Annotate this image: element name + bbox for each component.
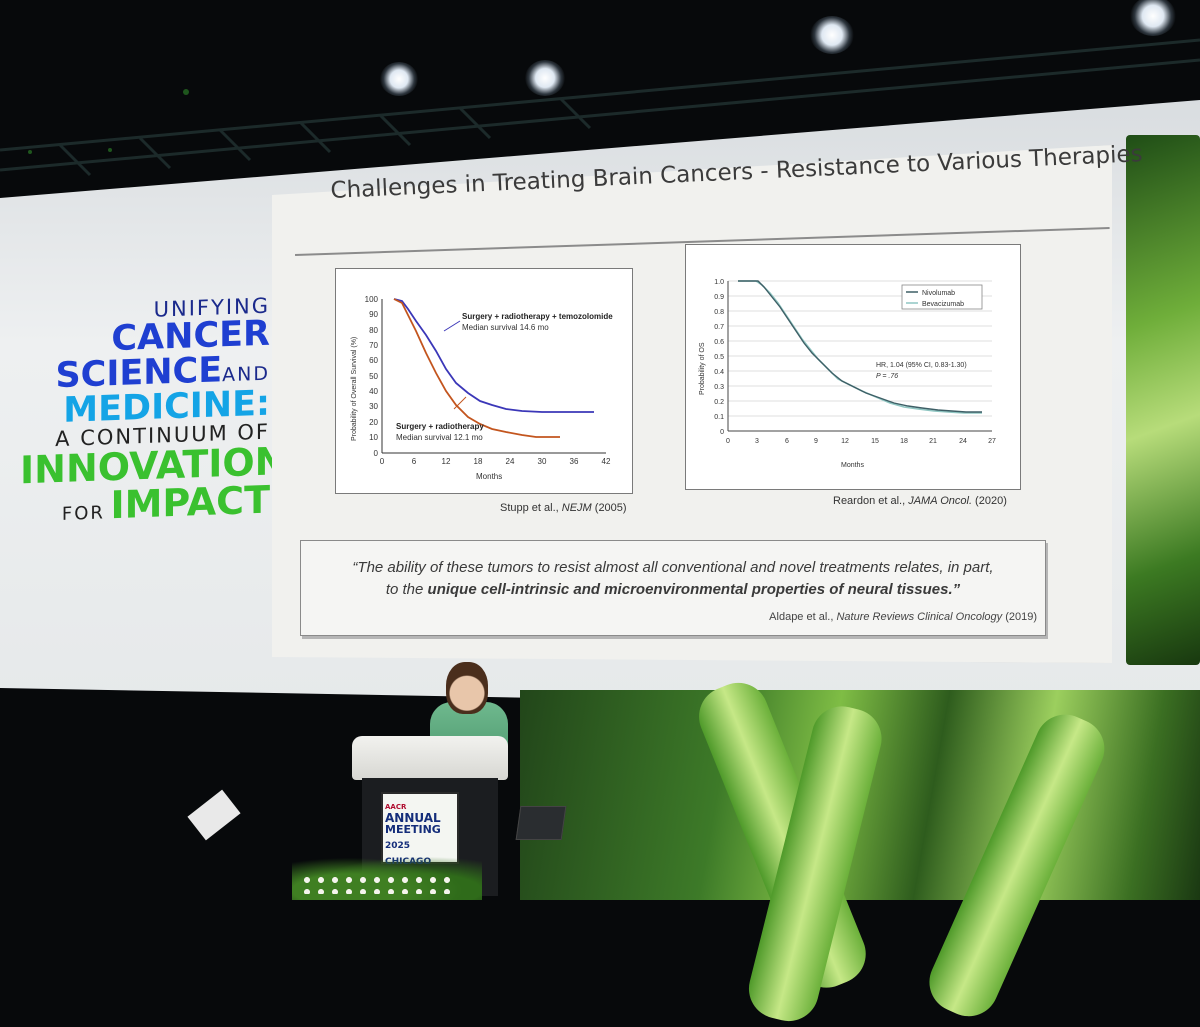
y-tick: 0.2 — [714, 399, 724, 406]
sign-line: ANNUAL — [385, 811, 441, 825]
y-tick: 1.0 — [714, 279, 724, 286]
podium: AACR ANNUAL MEETING 2025 CHICAGO — [352, 736, 508, 896]
y-tick: 70 — [369, 341, 378, 350]
x-tick: 6 — [785, 438, 789, 445]
curve-temozolomide — [393, 298, 594, 413]
x-tick: 6 — [412, 457, 417, 466]
x-tick: 18 — [900, 438, 908, 445]
legend-box — [901, 284, 983, 310]
x-tick: 12 — [442, 457, 451, 466]
hazard-ratio: HR, 1.04 (95% CI, 0.83-1.30) — [876, 362, 967, 369]
y-tick: 0.1 — [714, 414, 724, 421]
y-tick: 0.7 — [714, 324, 724, 331]
stage-light — [380, 62, 418, 96]
stage-light — [1130, 0, 1176, 36]
y-tick: 80 — [369, 326, 378, 335]
quote-line-2: to the unique cell-intrinsic and microen… — [301, 581, 1045, 598]
cite-journal: Nature Reviews Clinical Oncology — [836, 611, 1003, 623]
y-tick: 0.9 — [714, 294, 724, 301]
brand-line: AND — [222, 362, 270, 387]
cite-text: (2019) — [1002, 611, 1037, 623]
annotation-title: Surgery + radiotherapy — [396, 422, 484, 431]
x-tick: 36 — [570, 457, 579, 466]
reardon-chart-svg: 1.0 0.9 0.8 0.7 0.6 0.5 0.4 0.3 0.2 0.1 … — [699, 279, 996, 469]
x-tick: 0 — [726, 438, 730, 445]
x-tick: 21 — [929, 438, 937, 445]
x-axis-label: Months — [841, 462, 864, 469]
curve-radiotherapy — [393, 298, 560, 438]
x-tick: 24 — [506, 457, 515, 466]
legend-label: Nivolumab — [922, 290, 955, 297]
brand-line: IMPACT — [110, 477, 270, 528]
y-tick: 40 — [369, 387, 378, 396]
y-tick: 0.5 — [714, 354, 724, 361]
y-tick: 20 — [369, 418, 378, 427]
cite-journal: NEJM — [561, 502, 592, 514]
y-tick: 0 — [374, 449, 379, 458]
stage-light — [525, 60, 565, 96]
ceiling-truss — [0, 38, 1200, 177]
citation-stupp: Stupp et al., NEJM (2005) — [500, 502, 627, 514]
x-tick: 42 — [602, 457, 611, 466]
y-tick: 90 — [369, 310, 378, 319]
annotation-pointer — [453, 396, 467, 410]
annotation-sub: Median survival 14.6 mo — [462, 323, 549, 332]
y-tick: 60 — [369, 356, 378, 365]
y-axis-label: Probability of OS — [699, 342, 706, 395]
legend-label: Bevacizumab — [922, 301, 964, 308]
flowers — [300, 874, 450, 894]
quote-citation: Aldape et al., Nature Reviews Clinical O… — [769, 611, 1037, 623]
annotation-sub: Median survival 12.1 mo — [396, 433, 483, 442]
y-tick: 0.6 — [714, 339, 724, 346]
curve-nivolumab — [738, 280, 982, 413]
y-tick: 10 — [369, 433, 378, 442]
x-axis-label: Months — [476, 472, 502, 481]
quote-box: “The ability of these tumors to resist a… — [300, 540, 1046, 636]
sign-org: AACR — [385, 803, 407, 811]
x-tick: 9 — [814, 438, 818, 445]
x-tick: 30 — [538, 457, 547, 466]
cite-journal: JAMA Oncol. — [908, 495, 972, 507]
annotation-pointer — [443, 320, 461, 332]
quote-text: to the — [385, 581, 428, 598]
p-value: P = .76 — [876, 373, 898, 380]
quote-emphasis: unique cell-intrinsic and microenvironme… — [427, 581, 961, 598]
y-tick: 30 — [369, 402, 378, 411]
y-axis-label: Probability of Overall Survival (%) — [351, 337, 358, 441]
stupp-chart-svg: 100 90 80 70 60 50 40 30 20 10 0 0 6 12 … — [351, 295, 613, 481]
speaker-head — [446, 662, 488, 714]
survival-chart-reardon: 1.0 0.9 0.8 0.7 0.6 0.5 0.4 0.3 0.2 0.1 … — [685, 244, 1021, 490]
survival-chart-stupp: 100 90 80 70 60 50 40 30 20 10 0 0 6 12 … — [335, 268, 633, 494]
conference-branding: UNIFYING CANCER SCIENCEAND MEDICINE: A C… — [20, 294, 286, 528]
x-tick: 0 — [380, 457, 385, 466]
y-tick: 0 — [720, 429, 724, 436]
y-tick: 100 — [365, 295, 379, 304]
cite-text: (2020) — [972, 495, 1007, 507]
x-tick: 24 — [959, 438, 967, 445]
cite-text: Reardon et al., — [833, 495, 909, 507]
quote-line-1: “The ability of these tumors to resist a… — [352, 559, 994, 576]
sign-line: MEETING — [385, 823, 441, 836]
y-tick: 50 — [369, 372, 378, 381]
x-tick: 15 — [871, 438, 879, 445]
cite-text: Aldape et al., — [769, 611, 837, 623]
annotation-title: Surgery + radiotherapy + temozolomide — [462, 312, 613, 321]
y-tick: 0.3 — [714, 384, 724, 391]
brand-line: FOR — [61, 502, 105, 525]
podium-top — [352, 736, 508, 780]
citation-reardon: Reardon et al., JAMA Oncol. (2020) — [833, 495, 1007, 507]
y-tick: 0.4 — [714, 369, 724, 376]
y-tick: 0.8 — [714, 309, 724, 316]
cite-text: Stupp et al., — [500, 502, 562, 514]
x-tick: 27 — [988, 438, 996, 445]
x-tick: 12 — [841, 438, 849, 445]
cite-text: (2005) — [591, 502, 627, 514]
x-tick: 18 — [474, 457, 483, 466]
confidence-monitor — [515, 806, 567, 840]
leaf-panel — [1126, 135, 1200, 665]
stage-stand — [187, 789, 241, 841]
stage-light — [810, 16, 854, 54]
x-tick: 3 — [755, 438, 759, 445]
